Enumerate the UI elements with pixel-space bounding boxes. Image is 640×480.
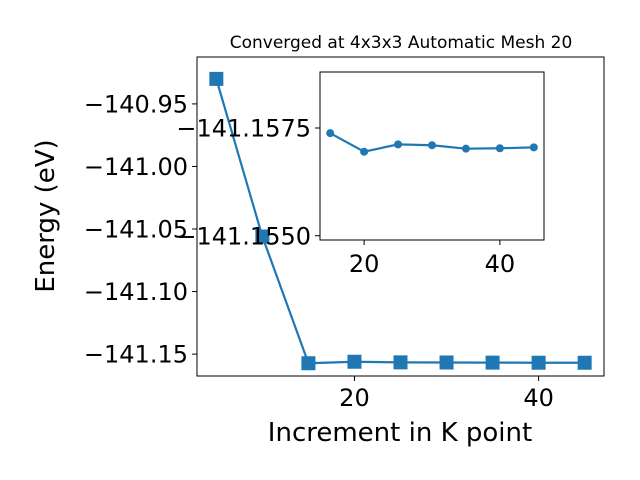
inset-ticks: 20 40 −141.1575 −141.1550 (176, 115, 515, 278)
y-tick-label: −141.15 (84, 341, 188, 369)
data-point (301, 356, 316, 371)
data-point (394, 140, 403, 149)
data-point (393, 355, 408, 370)
data-point (485, 355, 500, 370)
data-point (326, 129, 335, 138)
inset-axes-frame (319, 71, 545, 241)
inset-series (326, 129, 538, 156)
y-tick-label: −141.1575 (176, 115, 311, 143)
data-point (439, 355, 454, 370)
y-tick-label: −140.95 (84, 91, 188, 119)
y-tick-label: −141.00 (84, 153, 188, 181)
main-ticks: 20 40 −140.95 −141.00 −141.05 −141.10 −141.15 (84, 91, 554, 412)
data-point (495, 144, 504, 153)
x-axis-label: Increment in K point (268, 418, 532, 448)
main-axes-frame (196, 56, 605, 377)
chart-title: Converged at 4x3x3 Automatic Mesh 20 (230, 33, 573, 53)
data-point (360, 147, 369, 156)
data-point (209, 71, 224, 86)
data-point (347, 354, 362, 369)
data-point (461, 144, 470, 153)
main-series (209, 71, 592, 371)
y-tick-label: −141.10 (84, 278, 188, 306)
data-point (577, 355, 592, 370)
y-axis-label: Energy (eV) (31, 139, 61, 292)
y-tick-label: −141.1550 (176, 222, 311, 250)
data-point (531, 355, 546, 370)
data-point (529, 143, 538, 152)
main-chart: Converged at 4x3x3 Automatic Mesh 20 20 4… (31, 33, 605, 448)
data-point (428, 141, 436, 150)
inset-chart: 20 40 −141.1575 −141.1550 (176, 71, 545, 278)
y-tick-label: −141.05 (84, 216, 188, 244)
x-tick-label: 40 (523, 384, 554, 412)
x-tick-label: 40 (485, 250, 516, 278)
x-tick-label: 20 (349, 250, 380, 278)
x-tick-label: 20 (339, 384, 370, 412)
data-point (255, 229, 270, 244)
